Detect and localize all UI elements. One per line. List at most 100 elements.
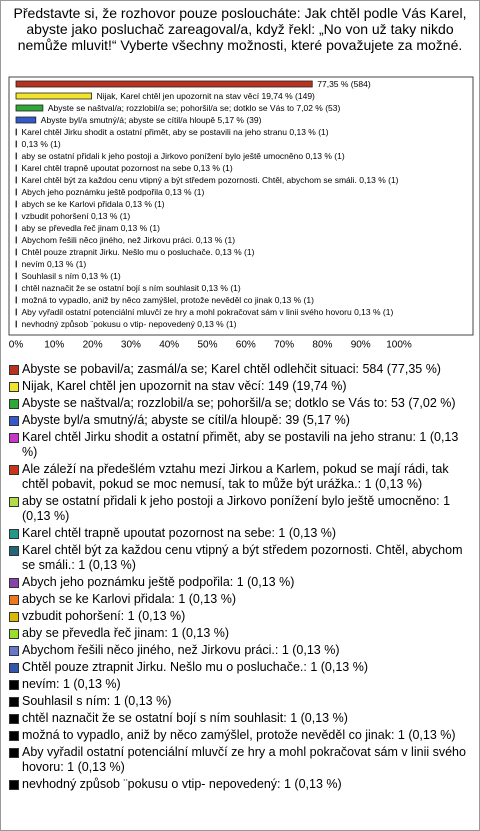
legend-label: možná to vypadlo, aniž by něco zamýšlel,… <box>22 728 456 742</box>
bar-label: 0,13 % (1) <box>21 139 60 149</box>
bar <box>15 224 17 232</box>
legend-swatch <box>9 629 19 639</box>
bar <box>15 236 17 244</box>
legend-label: Ale záleží na předešlém vztahu mezi Jirk… <box>22 462 449 491</box>
legend-item: možná to vypadlo, aniž by něco zamýšlel,… <box>9 728 471 743</box>
bar <box>15 272 17 280</box>
x-tick-label: 0% <box>9 340 24 351</box>
legend-label: Abych jeho poznámku ještě podpořila: 1 (… <box>22 575 295 589</box>
legend-label: Karel chtěl Jirku shodit a ostatní přimě… <box>22 430 459 459</box>
legend-swatch <box>9 529 19 539</box>
legend-label: Nijak, Karel chtěl jen upozornit na stav… <box>22 379 347 393</box>
x-tick-label: 100% <box>386 340 412 351</box>
bar <box>15 104 44 112</box>
legend-item: vzbudit pohoršení: 1 (0,13 %) <box>9 609 471 624</box>
legend-swatch <box>9 697 19 707</box>
legend-label: Karel chtěl trapně upoutat pozornost na … <box>22 526 337 540</box>
bar-label: aby se převedla řeč jinam 0,13 % (1) <box>21 223 160 233</box>
bar <box>15 248 17 256</box>
bar-label: Souhlasil s ním 0,13 % (1) <box>21 271 120 281</box>
legend-label: nevím: 1 (0,13 %) <box>22 677 121 691</box>
x-tick-label: 50% <box>197 340 217 351</box>
x-tick-label: 40% <box>159 340 179 351</box>
plot-frame <box>8 76 474 336</box>
bar-label: Nijak, Karel chtěl jen upozornit na stav… <box>97 91 315 101</box>
bar-label: Karel chtěl Jirku shodit a ostatní přimě… <box>21 127 328 137</box>
legend-swatch <box>9 612 19 622</box>
legend-swatch <box>9 680 19 690</box>
x-tick-label: 20% <box>83 340 103 351</box>
legend-item: Ale záleží na předešlém vztahu mezi Jirk… <box>9 462 471 492</box>
x-tick-label: 90% <box>351 340 371 351</box>
chart: 0% 10% 20% 30% 40% 50% 60% 70% 80% 90% 100% 77,35 %… <box>8 76 474 351</box>
bar <box>15 308 17 316</box>
legend-swatch <box>9 497 19 507</box>
legend-item: Abyste byl/a smutný/á; abyste se cítil/a… <box>9 413 471 428</box>
bar-label: vzbudit pohoršení 0,13 % (1) <box>21 211 130 221</box>
x-tick-label: 70% <box>274 340 294 351</box>
legend-label: aby se ostatní přidali k jeho postoji a … <box>22 494 451 523</box>
x-tick-label: 10% <box>44 340 64 351</box>
bar-label: chtěl naznačit že se ostatní bojí s ním … <box>21 283 240 293</box>
bar <box>15 116 37 124</box>
legend-swatch <box>9 546 19 556</box>
legend-label: abych se ke Karlovi přidala: 1 (0,13 %) <box>22 592 236 606</box>
legend-label: Abyste se naštval/a; rozzlobil/a se; poh… <box>22 396 456 410</box>
bar-label: Abyste byl/a smutný/á; abyste se cítil/a… <box>41 115 262 125</box>
legend-item: Karel chtěl být za každou cenu vtipný a … <box>9 543 471 573</box>
legend-item: Karel chtěl trapně upoutat pozornost na … <box>9 526 471 541</box>
bar <box>15 128 17 136</box>
bar-label: aby se ostatní přidali k jeho postoji a … <box>21 151 344 161</box>
legend-item: aby se převedla řeč jinam: 1 (0,13 %) <box>9 626 471 641</box>
bar <box>15 92 93 100</box>
bar-label: abych se ke Karlovi přidala 0,13 % (1) <box>21 199 164 209</box>
bar <box>15 296 17 304</box>
bar <box>15 176 17 184</box>
legend-swatch <box>9 646 19 656</box>
legend-item: abych se ke Karlovi přidala: 1 (0,13 %) <box>9 592 471 607</box>
chart-title: Představte si, že rozhovor pouze poslouc… <box>13 5 467 53</box>
bar-label: nevím 0,13 % (1) <box>21 259 86 269</box>
bar <box>15 152 17 160</box>
legend-item: Abychom řešili něco jiného, než Jirkovu … <box>9 643 471 658</box>
bar-label: 77,35 % (584) <box>317 79 371 89</box>
bar <box>15 284 17 292</box>
legend-swatch <box>9 416 19 426</box>
legend-swatch <box>9 663 19 673</box>
legend-label: Aby vyřadil ostatní potenciální mluvčí z… <box>22 745 466 774</box>
legend: Abyste se pobavil/a; zasmál/a se; Karel … <box>1 360 479 792</box>
bar <box>15 200 17 208</box>
legend-label: Souhlasil s ním: 1 (0,13 %) <box>22 694 172 708</box>
legend-swatch <box>9 731 19 741</box>
bar <box>15 164 17 172</box>
legend-label: Karel chtěl být za každou cenu vtipný a … <box>22 543 463 572</box>
legend-item: nevím: 1 (0,13 %) <box>9 677 471 692</box>
legend-item: Abyste se naštval/a; rozzlobil/a se; poh… <box>9 396 471 411</box>
bar-label: Abychom řešili něco jiného, než Jirkovu … <box>21 235 235 245</box>
legend-swatch <box>9 399 19 409</box>
bar <box>15 320 17 328</box>
legend-item: Abych jeho poznámku ještě podpořila: 1 (… <box>9 575 471 590</box>
legend-label: chtěl naznačit že se ostatní bojí s ním … <box>22 711 348 725</box>
bar-label: Abych jeho poznámku ještě podpořila 0,13… <box>21 187 204 197</box>
legend-label: Abychom řešili něco jiného, než Jirkovu … <box>22 643 340 657</box>
legend-swatch <box>9 595 19 605</box>
legend-swatch <box>9 714 19 724</box>
legend-swatch <box>9 748 19 758</box>
legend-swatch <box>9 382 19 392</box>
legend-label: Abyste byl/a smutný/á; abyste se cítil/a… <box>22 413 350 427</box>
legend-item: Chtěl pouze ztrapnit Jirku. Nešlo mu o p… <box>9 660 471 675</box>
bar-label: nevhodný způsob ¨pokusu o vtip- nepovede… <box>21 319 236 329</box>
legend-swatch <box>9 365 19 375</box>
x-tick-label: 60% <box>236 340 256 351</box>
legend-swatch <box>9 780 19 790</box>
legend-swatch <box>9 578 19 588</box>
bar-label: možná to vypadlo, aniž by něco zamýšlel,… <box>21 295 314 305</box>
bar-label: Karel chtěl trapně upoutat pozornost na … <box>21 163 232 173</box>
bar-label: Chtěl pouze ztrapnit Jirku. Nešlo mu o p… <box>21 247 254 257</box>
bar-label: Aby vyřadil ostatní potenciální mluvčí z… <box>21 307 393 317</box>
bar <box>15 260 17 268</box>
legend-label: aby se převedla řeč jinam: 1 (0,13 %) <box>22 626 230 640</box>
legend-label: Abyste se pobavil/a; zasmál/a se; Karel … <box>22 362 441 376</box>
legend-item: nevhodný způsob ¨pokusu o vtip- nepovede… <box>9 777 471 792</box>
